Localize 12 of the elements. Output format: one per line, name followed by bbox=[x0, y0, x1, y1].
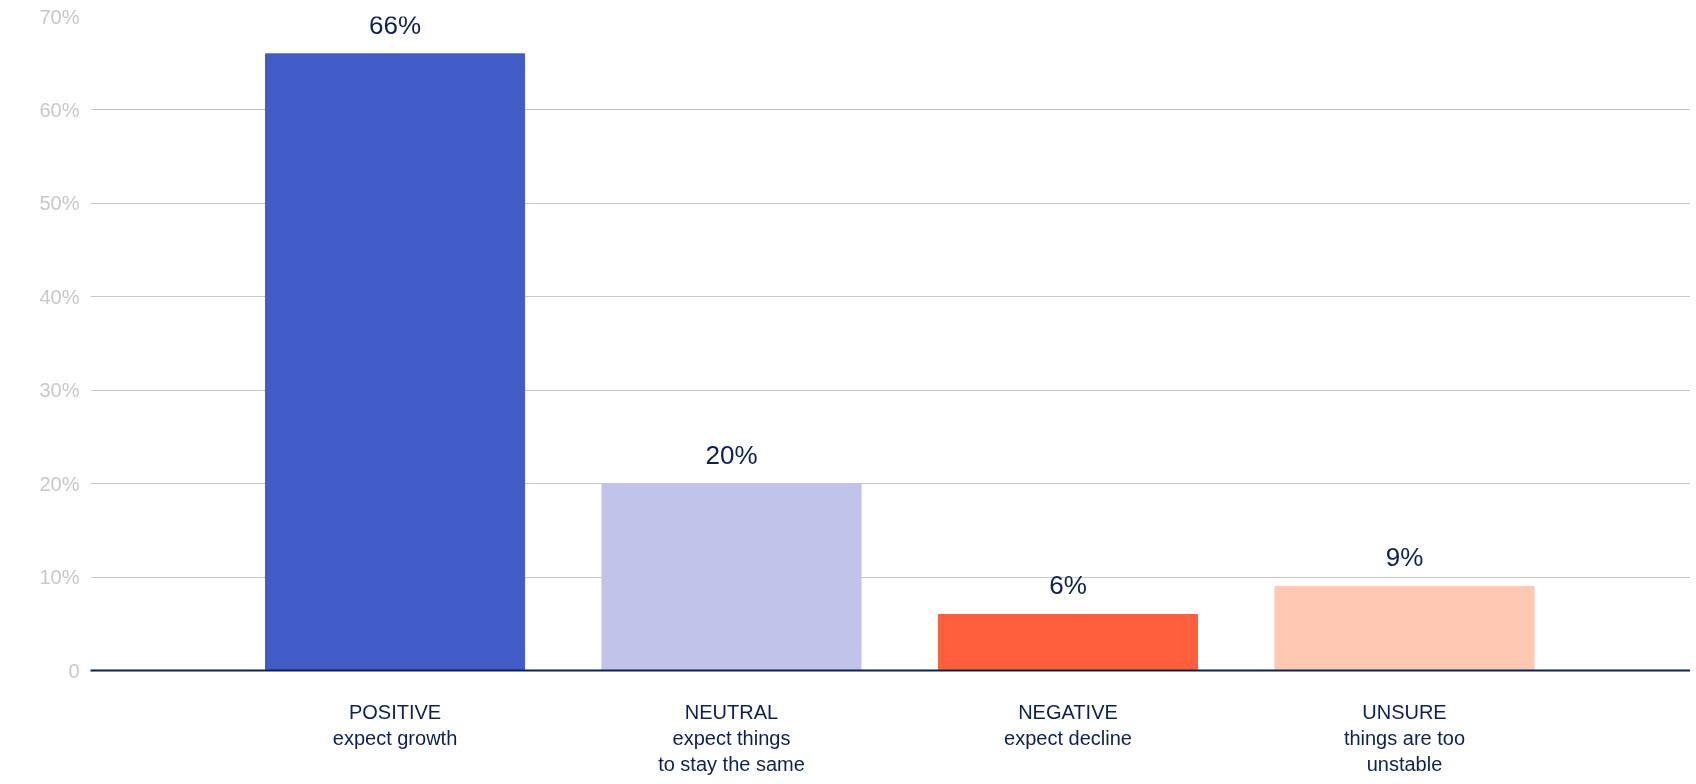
x-tick-label: UNSURE things are too unstable bbox=[1343, 700, 1466, 776]
data-label: 66% bbox=[369, 9, 422, 40]
bar bbox=[264, 53, 526, 671]
bar bbox=[601, 483, 862, 671]
x-tick-label: POSITIVE expect growth bbox=[332, 700, 458, 749]
data-label: 6% bbox=[1049, 570, 1087, 601]
x-tick-label: NEGATIVE expect decline bbox=[1004, 700, 1132, 749]
data-label: 20% bbox=[705, 439, 758, 470]
bar bbox=[1274, 585, 1535, 671]
data-label: 9% bbox=[1385, 542, 1424, 573]
bar bbox=[937, 613, 1199, 671]
x-tick-label: NEUTRAL expect things to stay the same bbox=[658, 700, 805, 776]
